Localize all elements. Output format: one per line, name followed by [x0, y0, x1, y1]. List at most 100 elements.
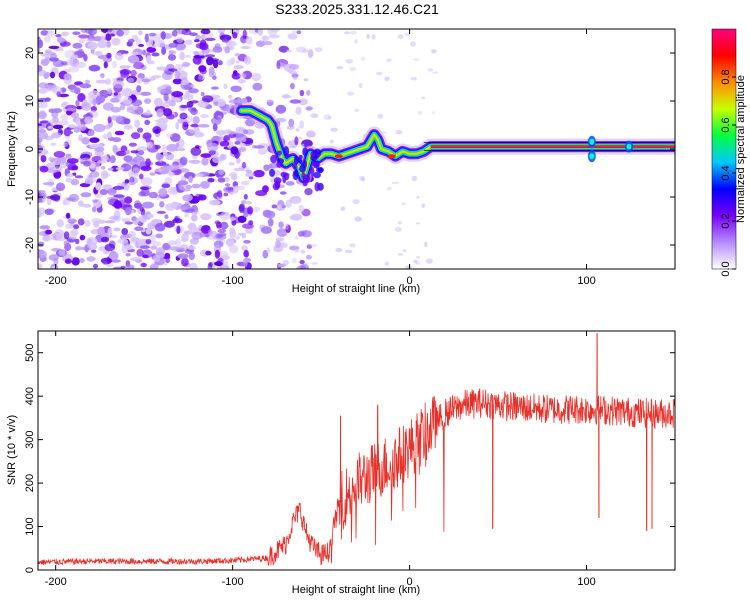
noise-blob: [195, 173, 204, 177]
noise-blob: [89, 244, 98, 250]
noise-blob: [139, 91, 152, 96]
noise-blob: [243, 249, 249, 258]
noise-blob: [70, 54, 79, 59]
snr-y-axis: 0 100 200 300 400 500: [24, 344, 675, 573]
noise-blob: [142, 49, 147, 56]
noise-blob: [214, 249, 221, 259]
noise-blob: [109, 155, 116, 164]
noise-blob: [84, 180, 92, 185]
noise-blob: [161, 46, 167, 55]
noise-blob: [180, 79, 189, 86]
noise-blob: [411, 175, 418, 182]
noise-blob: [115, 167, 125, 171]
noise-blob: [138, 44, 145, 47]
noise-blob: [97, 226, 105, 236]
noise-blob: [164, 214, 169, 219]
noise-blob: [425, 258, 433, 264]
noise-blob: [119, 196, 126, 203]
spectrogram-y-label: Frequency (Hz): [6, 111, 18, 187]
noise-blob: [410, 76, 417, 81]
noise-blob: [237, 215, 247, 223]
noise-blob: [142, 254, 149, 259]
noise-blob: [188, 176, 193, 183]
noise-blob: [242, 29, 247, 39]
noise-blob: [112, 144, 118, 154]
noise-blob: [230, 85, 242, 93]
noise-blob: [140, 165, 152, 172]
noise-blob: [165, 133, 173, 138]
noise-blob: [97, 160, 106, 164]
noise-blob: [285, 223, 289, 227]
noise-blob: [84, 116, 93, 125]
noise-blob: [130, 150, 139, 154]
noise-blob: [238, 147, 247, 152]
noise-blob: [262, 35, 268, 42]
noise-blob: [307, 49, 314, 58]
noise-blob: [51, 132, 62, 139]
ridge-scatter: [298, 154, 303, 160]
noise-blob: [95, 50, 103, 57]
noise-blob: [182, 62, 191, 67]
noise-blob: [114, 52, 124, 61]
noise-blob: [187, 222, 197, 231]
noise-blob: [189, 262, 198, 269]
noise-blob: [179, 244, 188, 251]
noise-blob: [237, 78, 246, 84]
noise-blob: [153, 128, 160, 134]
ridge-scatter: [276, 161, 283, 168]
noise-blob: [216, 130, 227, 136]
noise-blob: [38, 199, 43, 203]
noise-blob: [241, 245, 248, 251]
noise-blob: [161, 101, 171, 108]
noise-blob: [38, 47, 41, 53]
noise-blob: [239, 142, 246, 147]
noise-blob: [336, 66, 344, 70]
noise-blob: [219, 34, 232, 42]
noise-blob: [124, 221, 134, 225]
noise-blob: [281, 204, 286, 209]
snr-series-line: [38, 333, 675, 567]
noise-blob: [109, 215, 120, 221]
noise-blob: [235, 157, 241, 165]
noise-blob: [359, 175, 366, 181]
noise-blob: [116, 29, 124, 37]
noise-blob: [306, 244, 313, 249]
noise-blob: [143, 213, 148, 220]
noise-blob: [189, 238, 199, 245]
noise-blob: [397, 34, 404, 40]
noise-blob: [226, 59, 234, 67]
noise-blob: [93, 123, 106, 133]
noise-blob: [191, 183, 201, 189]
noise-blob: [90, 48, 95, 54]
noise-blob: [190, 108, 198, 115]
noise-blob: [239, 73, 247, 79]
noise-blob: [191, 214, 198, 222]
colorbar-tick-label: 0.2: [720, 213, 732, 228]
noise-blob: [38, 39, 43, 49]
noise-blob: [340, 206, 346, 211]
noise-blob: [168, 171, 175, 177]
noise-blob: [112, 185, 125, 190]
noise-blob: [190, 123, 199, 128]
noise-blob: [125, 252, 131, 257]
noise-blob: [38, 123, 42, 127]
noise-blob: [60, 61, 68, 66]
noise-blob: [136, 85, 142, 93]
noise-blob: [93, 263, 98, 269]
noise-blob: [212, 46, 223, 53]
noise-blob: [43, 36, 51, 43]
noise-blob: [191, 231, 203, 240]
noise-blob: [75, 99, 80, 107]
noise-blob: [168, 42, 178, 48]
noise-blob: [163, 92, 169, 102]
noise-blob: [56, 91, 61, 98]
noise-blob: [107, 227, 113, 237]
noise-blob: [49, 57, 59, 62]
noise-blob: [44, 208, 54, 215]
noise-blob: [185, 54, 191, 58]
noise-blob: [107, 131, 112, 139]
noise-blob: [86, 256, 96, 262]
noise-blob: [176, 46, 182, 51]
noise-blob: [262, 185, 269, 193]
noise-blob: [216, 190, 223, 198]
